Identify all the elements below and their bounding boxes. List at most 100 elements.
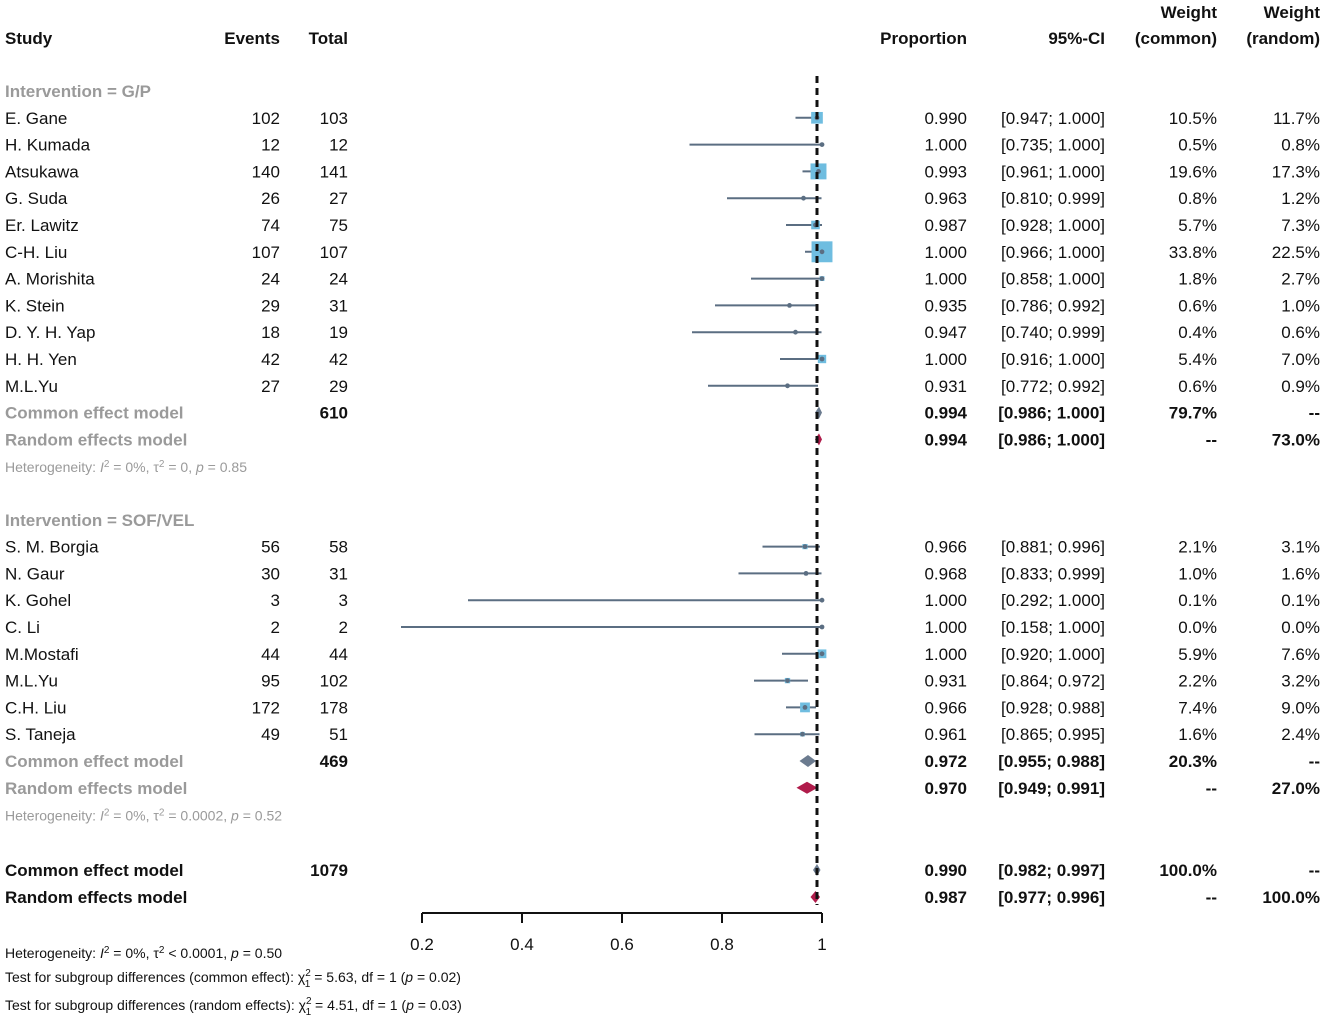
footer-notes: Heterogeneity: I2 = 0%, τ2 < 0.0001, p =… bbox=[5, 945, 462, 1019]
study-row-g1-2-ci: [0.735; 1.000] bbox=[1001, 136, 1105, 155]
study-row-g1-5-weight-common: 5.7% bbox=[1178, 216, 1217, 235]
overall-common-model-weight-random: -- bbox=[1309, 861, 1320, 880]
subgroup-g2-heterogeneity: Heterogeneity: I2 = 0%, τ2 = 0.0002, p =… bbox=[5, 807, 282, 824]
study-row-g1-1-weight-random: 11.7% bbox=[1273, 109, 1320, 128]
subgroup-g1-common-model-total: 610 bbox=[320, 404, 348, 423]
study-row-g1-8-proportion: 0.935 bbox=[924, 296, 967, 315]
overall-heterogeneity-part: τ bbox=[153, 945, 159, 961]
subgroup-g1-random-model-ci: [0.986; 1.000] bbox=[998, 430, 1105, 449]
subgroup-g2-heterogeneity-part: τ bbox=[153, 808, 159, 824]
study-row-g1-6-total: 107 bbox=[320, 243, 348, 262]
study-row-g1-2-weight-common: 0.5% bbox=[1178, 136, 1217, 155]
test-subgroup-common-part: p bbox=[404, 969, 413, 985]
header-total: Total bbox=[309, 29, 348, 48]
study-row-g1-9-ci: [0.740; 0.999] bbox=[1001, 323, 1105, 342]
study-row-g1-7-name: A. Morishita bbox=[5, 270, 95, 289]
study-row-g2-1-proportion: 0.966 bbox=[924, 538, 967, 557]
study-row-g1-6-point bbox=[819, 249, 825, 255]
study-row-g1-11-weight-common: 0.6% bbox=[1178, 377, 1217, 396]
subgroup-g2-random-model-label: Random effects model bbox=[5, 779, 187, 798]
study-row-g1-3-weight-common: 19.6% bbox=[1169, 162, 1217, 181]
subgroup-g2-heterogeneity-part: = 0.52 bbox=[239, 808, 282, 824]
study-row-g1-11-name: M.L.Yu bbox=[5, 377, 58, 396]
overall-random-model-weight-common: -- bbox=[1206, 888, 1217, 907]
study-row-g1-4-weight-random: 1.2% bbox=[1281, 189, 1320, 208]
study-row-g1-6-weight-random: 22.5% bbox=[1272, 243, 1320, 262]
subgroup-label-g2: Intervention = SOF/VEL bbox=[5, 511, 194, 530]
study-row-g1-5-name: Er. Lawitz bbox=[5, 216, 79, 235]
study-row-g1-10-proportion: 1.000 bbox=[924, 350, 967, 369]
study-row-g1-9-events: 18 bbox=[261, 323, 280, 342]
x-axis-tick-label: 0.6 bbox=[610, 935, 634, 954]
overall-common-model-proportion: 0.990 bbox=[924, 861, 967, 880]
subgroup-label-g1: Intervention = G/P bbox=[5, 82, 151, 101]
overall-random-model-weight-random: 100.0% bbox=[1262, 888, 1320, 907]
test-subgroup-random: Test for subgroup differences (random ef… bbox=[5, 996, 462, 1018]
study-row-g2-5-events: 44 bbox=[261, 645, 280, 664]
study-row-g1-1-proportion: 0.990 bbox=[924, 109, 967, 128]
subgroup-g1-random-model-weight-common: -- bbox=[1206, 430, 1217, 449]
overall-random-model-label: Random effects model bbox=[5, 888, 187, 907]
study-row-g1-8-name: K. Stein bbox=[5, 296, 65, 315]
study-row-g2-5-name: M.Mostafi bbox=[5, 645, 79, 664]
study-row-g1-2-proportion: 1.000 bbox=[924, 136, 967, 155]
study-row-g2-6-proportion: 0.931 bbox=[924, 672, 967, 691]
study-row-g2-7-point bbox=[802, 705, 808, 710]
study-row-g1-10-weight-random: 7.0% bbox=[1281, 350, 1320, 369]
overall-common-model-total: 1079 bbox=[310, 861, 348, 880]
subgroup-g1-random-model-proportion: 0.994 bbox=[924, 430, 967, 449]
overall-heterogeneity: Heterogeneity: I2 = 0%, τ2 < 0.0001, p =… bbox=[5, 945, 282, 962]
x-axis-tick-label: 0.2 bbox=[410, 935, 434, 954]
study-row-g2-8-proportion: 0.961 bbox=[924, 725, 967, 744]
subgroup-g1-heterogeneity-part: τ bbox=[153, 459, 159, 475]
study-row-g2-3-events: 3 bbox=[271, 591, 280, 610]
test-subgroup-common-part: χ bbox=[298, 969, 306, 985]
study-row-g1-9-name: D. Y. H. Yap bbox=[5, 323, 95, 342]
subgroup-g2-random-model-weight-random: 27.0% bbox=[1272, 779, 1320, 798]
study-row-g2-5-total: 44 bbox=[329, 645, 348, 664]
subgroup-g1-heterogeneity-part: I bbox=[100, 459, 104, 475]
study-row-g1-10-events: 42 bbox=[261, 350, 280, 369]
study-row-g1-8-total: 31 bbox=[329, 296, 348, 315]
study-row-g1-1-ci: [0.947; 1.000] bbox=[1001, 109, 1105, 128]
test-subgroup-random-part: p bbox=[405, 997, 414, 1013]
subgroup-g2-heterogeneity-part: = 0%, bbox=[109, 808, 153, 824]
x-axis-tick-label: 0.8 bbox=[710, 935, 734, 954]
study-row-g1-1-name: E. Gane bbox=[5, 109, 67, 128]
study-row-g1-7-weight-random: 2.7% bbox=[1281, 270, 1320, 289]
study-row-g1-6-events: 107 bbox=[252, 243, 280, 262]
study-row-g1-9-proportion: 0.947 bbox=[924, 323, 967, 342]
study-row-g1-3-ci: [0.961; 1.000] bbox=[1001, 162, 1105, 181]
test-subgroup-common-part: Test for subgroup differences (common ef… bbox=[5, 969, 298, 985]
study-row-g2-8-name: S. Taneja bbox=[5, 725, 76, 744]
study-row-g1-8-weight-common: 0.6% bbox=[1178, 296, 1217, 315]
test-subgroup-common-part: = 5.63, df = 1 ( bbox=[310, 969, 405, 985]
subgroup-g2-common-model-proportion: 0.972 bbox=[924, 752, 967, 771]
study-row-g1-7-weight-common: 1.8% bbox=[1178, 270, 1217, 289]
test-subgroup-common-part: 1 bbox=[305, 979, 311, 990]
study-row-g1-7-point bbox=[819, 276, 825, 281]
study-row-g2-3-proportion: 1.000 bbox=[924, 591, 967, 610]
study-row-g2-5-point bbox=[819, 651, 825, 657]
overall-heterogeneity-part: p bbox=[230, 945, 239, 961]
study-row-g1-2-name: H. Kumada bbox=[5, 136, 91, 155]
study-row-g2-4-name: C. Li bbox=[5, 618, 40, 637]
study-row-g1-3-weight-random: 17.3% bbox=[1272, 162, 1320, 181]
study-row-g2-1-point bbox=[802, 544, 808, 549]
test-subgroup-common-part: 2 bbox=[305, 968, 311, 979]
study-row-g1-6-ci: [0.966; 1.000] bbox=[1001, 243, 1105, 262]
study-row-g2-3-name: K. Gohel bbox=[5, 591, 71, 610]
study-row-g2-5-ci: [0.920; 1.000] bbox=[1001, 645, 1105, 664]
subgroup-g1-random-model-label: Random effects model bbox=[5, 430, 187, 449]
study-row-g2-2-weight-random: 1.6% bbox=[1281, 564, 1320, 583]
test-subgroup-random-part: = 0.03) bbox=[414, 997, 462, 1013]
x-axis: 0.2 0.4 0.6 0.8 1 bbox=[410, 912, 827, 954]
study-row-g1-10-point bbox=[819, 356, 825, 362]
plot-marks bbox=[401, 76, 833, 905]
header-weight-common-line2: (common) bbox=[1135, 29, 1217, 48]
study-row-g1-4-name: G. Suda bbox=[5, 189, 68, 208]
study-row-g2-7-total: 178 bbox=[320, 698, 348, 717]
subgroup-g2-random-model-weight-common: -- bbox=[1206, 779, 1217, 798]
study-row-g1-11-total: 29 bbox=[329, 377, 348, 396]
